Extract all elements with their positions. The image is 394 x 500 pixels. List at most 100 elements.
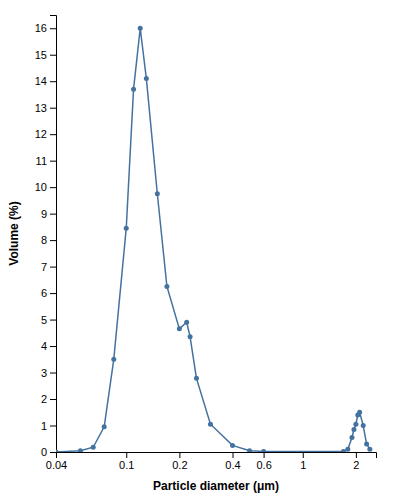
y-axis-title: Volume (%) — [7, 201, 21, 265]
y-tick: 2 — [41, 393, 56, 405]
y-tick-mark — [50, 28, 56, 29]
point — [357, 410, 362, 415]
y-tick: 10 — [35, 181, 56, 193]
y-tick: 15 — [35, 49, 56, 61]
x-tick: 0.04 — [46, 452, 67, 471]
y-tick-label: 1 — [41, 420, 47, 432]
point — [341, 449, 346, 452]
marks — [56, 26, 372, 452]
x-tick-label: 0.1 — [119, 459, 134, 471]
y-tick: 12 — [35, 128, 56, 140]
point — [367, 447, 372, 452]
y-tick-label: 14 — [35, 75, 47, 87]
y-tick-mark — [50, 55, 56, 56]
point — [111, 357, 116, 362]
y-tick-mark — [50, 373, 56, 374]
point — [361, 423, 366, 428]
x-axis-title: Particle diameter (μm) — [153, 479, 279, 493]
x-tick: 0.4 — [225, 452, 240, 471]
y-tick-mark — [50, 267, 56, 268]
point — [56, 450, 59, 453]
y-tick-label: 8 — [41, 234, 47, 246]
x-tick-mark — [233, 452, 234, 458]
y-tick-label: 2 — [41, 393, 47, 405]
point — [345, 447, 350, 452]
y-tick-mark — [50, 161, 56, 162]
point — [124, 226, 129, 231]
y-tick: 13 — [35, 102, 56, 114]
y-tick-mark — [50, 346, 56, 347]
y-tick-label: 15 — [35, 49, 47, 61]
y-axis: 012345678910111213141516 — [35, 16, 57, 459]
y-tick-label: 16 — [35, 22, 47, 34]
point — [102, 424, 107, 429]
x-tick-mark — [303, 452, 304, 458]
point — [188, 334, 193, 339]
point — [261, 449, 266, 452]
x-tick: 0.2 — [172, 452, 187, 471]
y-tick: 1 — [41, 420, 56, 432]
x-tick-mark — [126, 452, 127, 458]
axis-line — [50, 16, 57, 453]
y-tick: 7 — [41, 261, 56, 273]
axis-line — [57, 453, 377, 459]
y-tick-mark — [50, 399, 56, 400]
x-axis: 0.04 0.1 0.2 0.4 0.6 1 2 — [46, 452, 377, 471]
y-tick: 0 — [41, 446, 56, 458]
x-tick-mark — [264, 452, 265, 458]
x-tick-label: 0.2 — [172, 459, 187, 471]
x-tick-label: 0.04 — [46, 459, 67, 471]
y-tick: 16 — [35, 22, 56, 34]
y-tick-mark — [50, 134, 56, 135]
y-tick-label: 7 — [41, 261, 47, 273]
point — [353, 422, 358, 427]
y-tick-mark — [50, 81, 56, 82]
y-tick-label: 6 — [41, 287, 47, 299]
x-tick-mark — [179, 452, 180, 458]
y-tick: 11 — [36, 155, 56, 167]
y-tick: 14 — [35, 75, 56, 87]
y-tick-mark — [50, 320, 56, 321]
y-tick: 5 — [41, 314, 56, 326]
point — [349, 435, 354, 440]
x-tick-label: 2 — [353, 459, 359, 471]
y-tick-label: 9 — [41, 208, 47, 220]
x-tick: 0.6 — [256, 452, 271, 471]
point — [364, 442, 369, 447]
x-tick: 0.1 — [119, 452, 134, 471]
point — [131, 87, 136, 92]
y-tick: 6 — [41, 287, 56, 299]
point — [155, 191, 160, 196]
point — [177, 326, 182, 331]
y-tick-label: 5 — [41, 314, 47, 326]
y-tick-label: 3 — [41, 367, 47, 379]
chart: 0.040.10.20.40.6120123456789101112131415… — [0, 0, 394, 500]
y-tick: 9 — [41, 208, 56, 220]
x-tick: 2 — [353, 452, 359, 471]
point — [91, 445, 96, 450]
x-tick: 1 — [300, 452, 306, 471]
point — [144, 76, 149, 81]
y-tick-label: 12 — [35, 128, 47, 140]
y-tick-mark — [50, 214, 56, 215]
point — [247, 448, 252, 452]
point — [194, 376, 199, 381]
x-tick-label: 0.4 — [225, 459, 240, 471]
y-tick-mark — [50, 187, 56, 188]
line — [56, 28, 370, 452]
y-tick: 8 — [41, 234, 56, 246]
y-tick-label: 0 — [41, 446, 47, 458]
point — [208, 422, 213, 427]
y-tick-mark — [50, 426, 56, 427]
y-tick-mark — [50, 452, 56, 453]
y-tick-mark — [50, 108, 56, 109]
y-tick: 3 — [41, 367, 56, 379]
plot-area: 0.040.10.20.40.6120123456789101112131415… — [7, 16, 377, 494]
y-tick: 4 — [41, 340, 56, 352]
x-tick-label: 1 — [300, 459, 306, 471]
point — [351, 427, 356, 432]
y-tick-label: 13 — [35, 102, 47, 114]
y-tick-label: 4 — [41, 340, 47, 352]
y-tick-label: 10 — [35, 181, 47, 193]
point — [138, 26, 143, 31]
